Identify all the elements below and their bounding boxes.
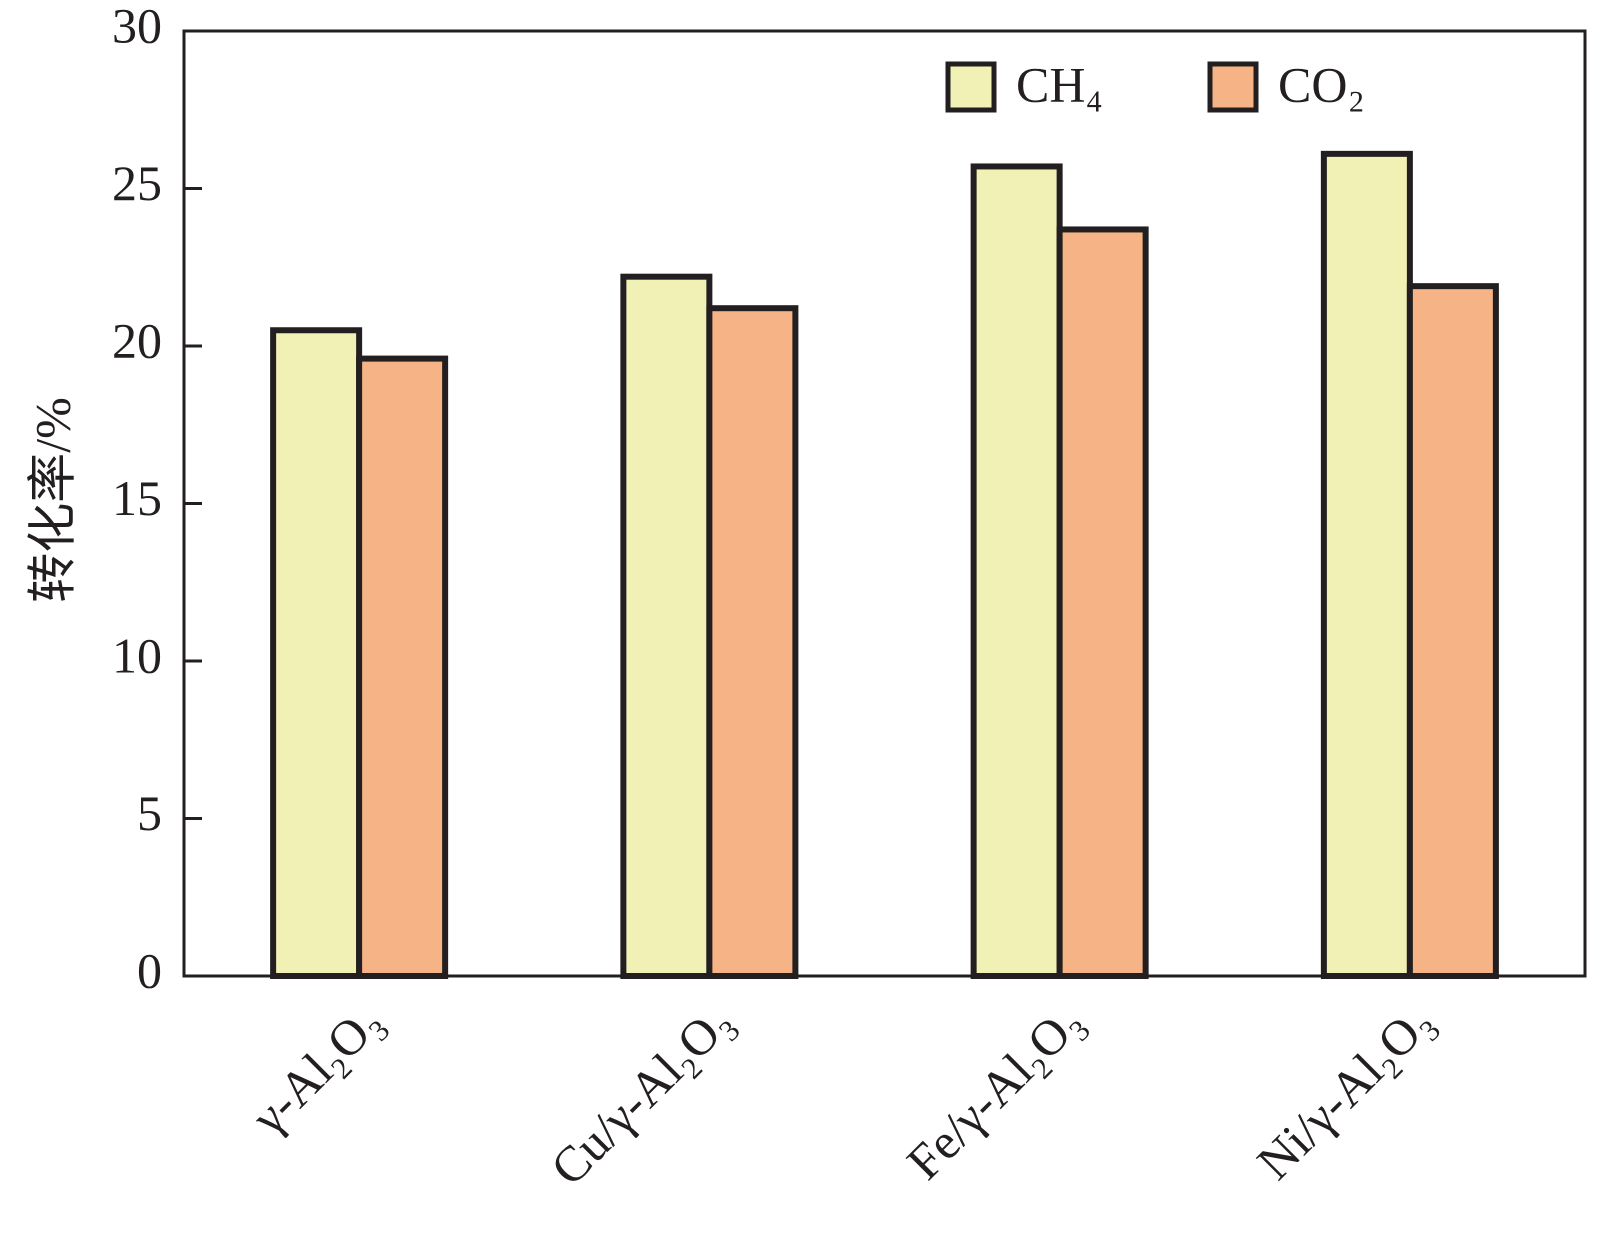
bar bbox=[1056, 226, 1149, 979]
x-tick-label: Fe/γ-Al₂O₃ bbox=[896, 992, 1094, 1190]
bar bbox=[356, 355, 449, 980]
y-tick-label: 15 bbox=[112, 470, 162, 526]
bar bbox=[270, 327, 363, 979]
y-tick-label: 0 bbox=[137, 942, 162, 998]
x-tick-label: Cu/γ-Al₂O₃ bbox=[540, 992, 744, 1196]
y-tick-label: 30 bbox=[112, 0, 162, 53]
y-axis-label: 转化率/% bbox=[24, 397, 80, 603]
legend-label: CO₂ bbox=[1278, 56, 1365, 112]
legend-label: CH₄ bbox=[1016, 56, 1103, 112]
x-tick-label: Ni/γ-Al₂O₃ bbox=[1246, 992, 1444, 1190]
bar bbox=[1320, 150, 1413, 980]
bar bbox=[620, 273, 713, 979]
y-tick-label: 10 bbox=[112, 627, 162, 683]
bar bbox=[970, 163, 1063, 979]
bar bbox=[706, 305, 799, 979]
y-tick-label: 20 bbox=[112, 312, 162, 368]
x-tick-label: γ-Al₂O₃ bbox=[240, 992, 393, 1145]
legend-swatch bbox=[1207, 61, 1259, 113]
y-tick-label: 5 bbox=[137, 785, 162, 841]
bar bbox=[1406, 283, 1499, 979]
legend-swatch bbox=[945, 61, 997, 113]
y-tick-label: 25 bbox=[112, 155, 162, 211]
